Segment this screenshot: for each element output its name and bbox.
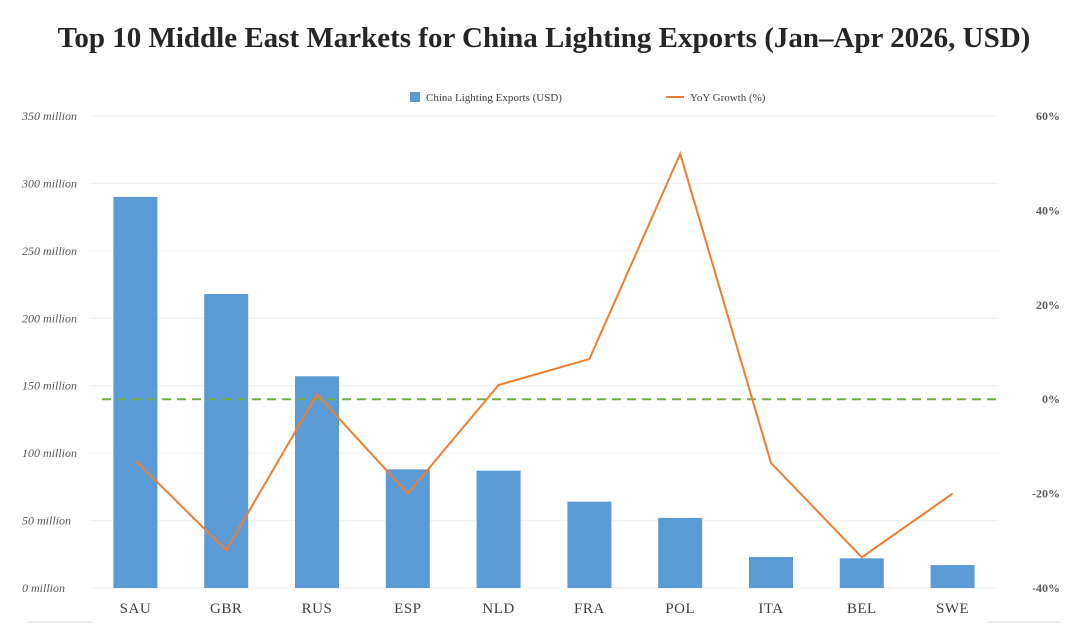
bar-swe [930, 565, 975, 588]
y-right-tick-label: 20% [1036, 298, 1060, 312]
axes: 0 million 50 million 100 million 150 millio… [21, 109, 1060, 623]
legend-label-growth: YoY Growth (%) [690, 92, 766, 104]
legend-swatch-exports [410, 92, 420, 102]
legend-label-exports: China Lighting Exports (USD) [426, 92, 562, 104]
x-tick-label: NLD [482, 601, 514, 617]
x-tick-label: GBR [210, 601, 242, 617]
y-right-tick-label: 40% [1036, 203, 1060, 217]
x-tick-label: RUS [302, 601, 333, 617]
x-tick-label: FRA [574, 601, 605, 617]
y-left-tick-label: 200 million [22, 311, 77, 325]
y-right-tick-label: -20% [1032, 487, 1060, 501]
x-tick-label: POL [665, 601, 695, 617]
y-left-tick-label: 0 million [22, 581, 65, 595]
bar-rus [295, 376, 339, 588]
y-left-tick-label: 350 million [21, 109, 77, 123]
bar-gbr [204, 294, 249, 588]
y-left-tick-label: 50 million [22, 514, 71, 528]
y-left-tick-label: 100 million [22, 446, 77, 460]
x-tick-label: ITA [758, 601, 783, 617]
bar-nld [476, 470, 521, 588]
x-tick-label: BEL [847, 601, 877, 617]
line-series [134, 150, 954, 559]
bar-pol [658, 517, 703, 588]
y-right-tick-label: -40% [1032, 581, 1060, 595]
y-right-tick-label: 0% [1042, 392, 1060, 406]
bar-esp [385, 469, 430, 588]
bar-bel [839, 558, 884, 588]
yoy-growth-line [134, 150, 954, 559]
y-left-tick-label: 250 million [22, 244, 77, 258]
y-left-tick-label: 300 million [21, 176, 77, 190]
x-tick-label: SAU [120, 601, 152, 617]
bar-sau [113, 196, 158, 588]
bar-fra [567, 501, 612, 588]
bar-series [113, 196, 975, 588]
legend: China Lighting Exports (USD) YoY Growth (… [410, 92, 766, 104]
chart-title: Top 10 Middle East Markets for China Lig… [57, 22, 1031, 54]
x-tick-label: ESP [394, 601, 421, 617]
x-tick-label: SWE [936, 601, 969, 617]
bar-ita [749, 556, 793, 588]
y-right-tick-label: 60% [1036, 109, 1060, 123]
y-left-tick-label: 150 million [22, 379, 77, 393]
